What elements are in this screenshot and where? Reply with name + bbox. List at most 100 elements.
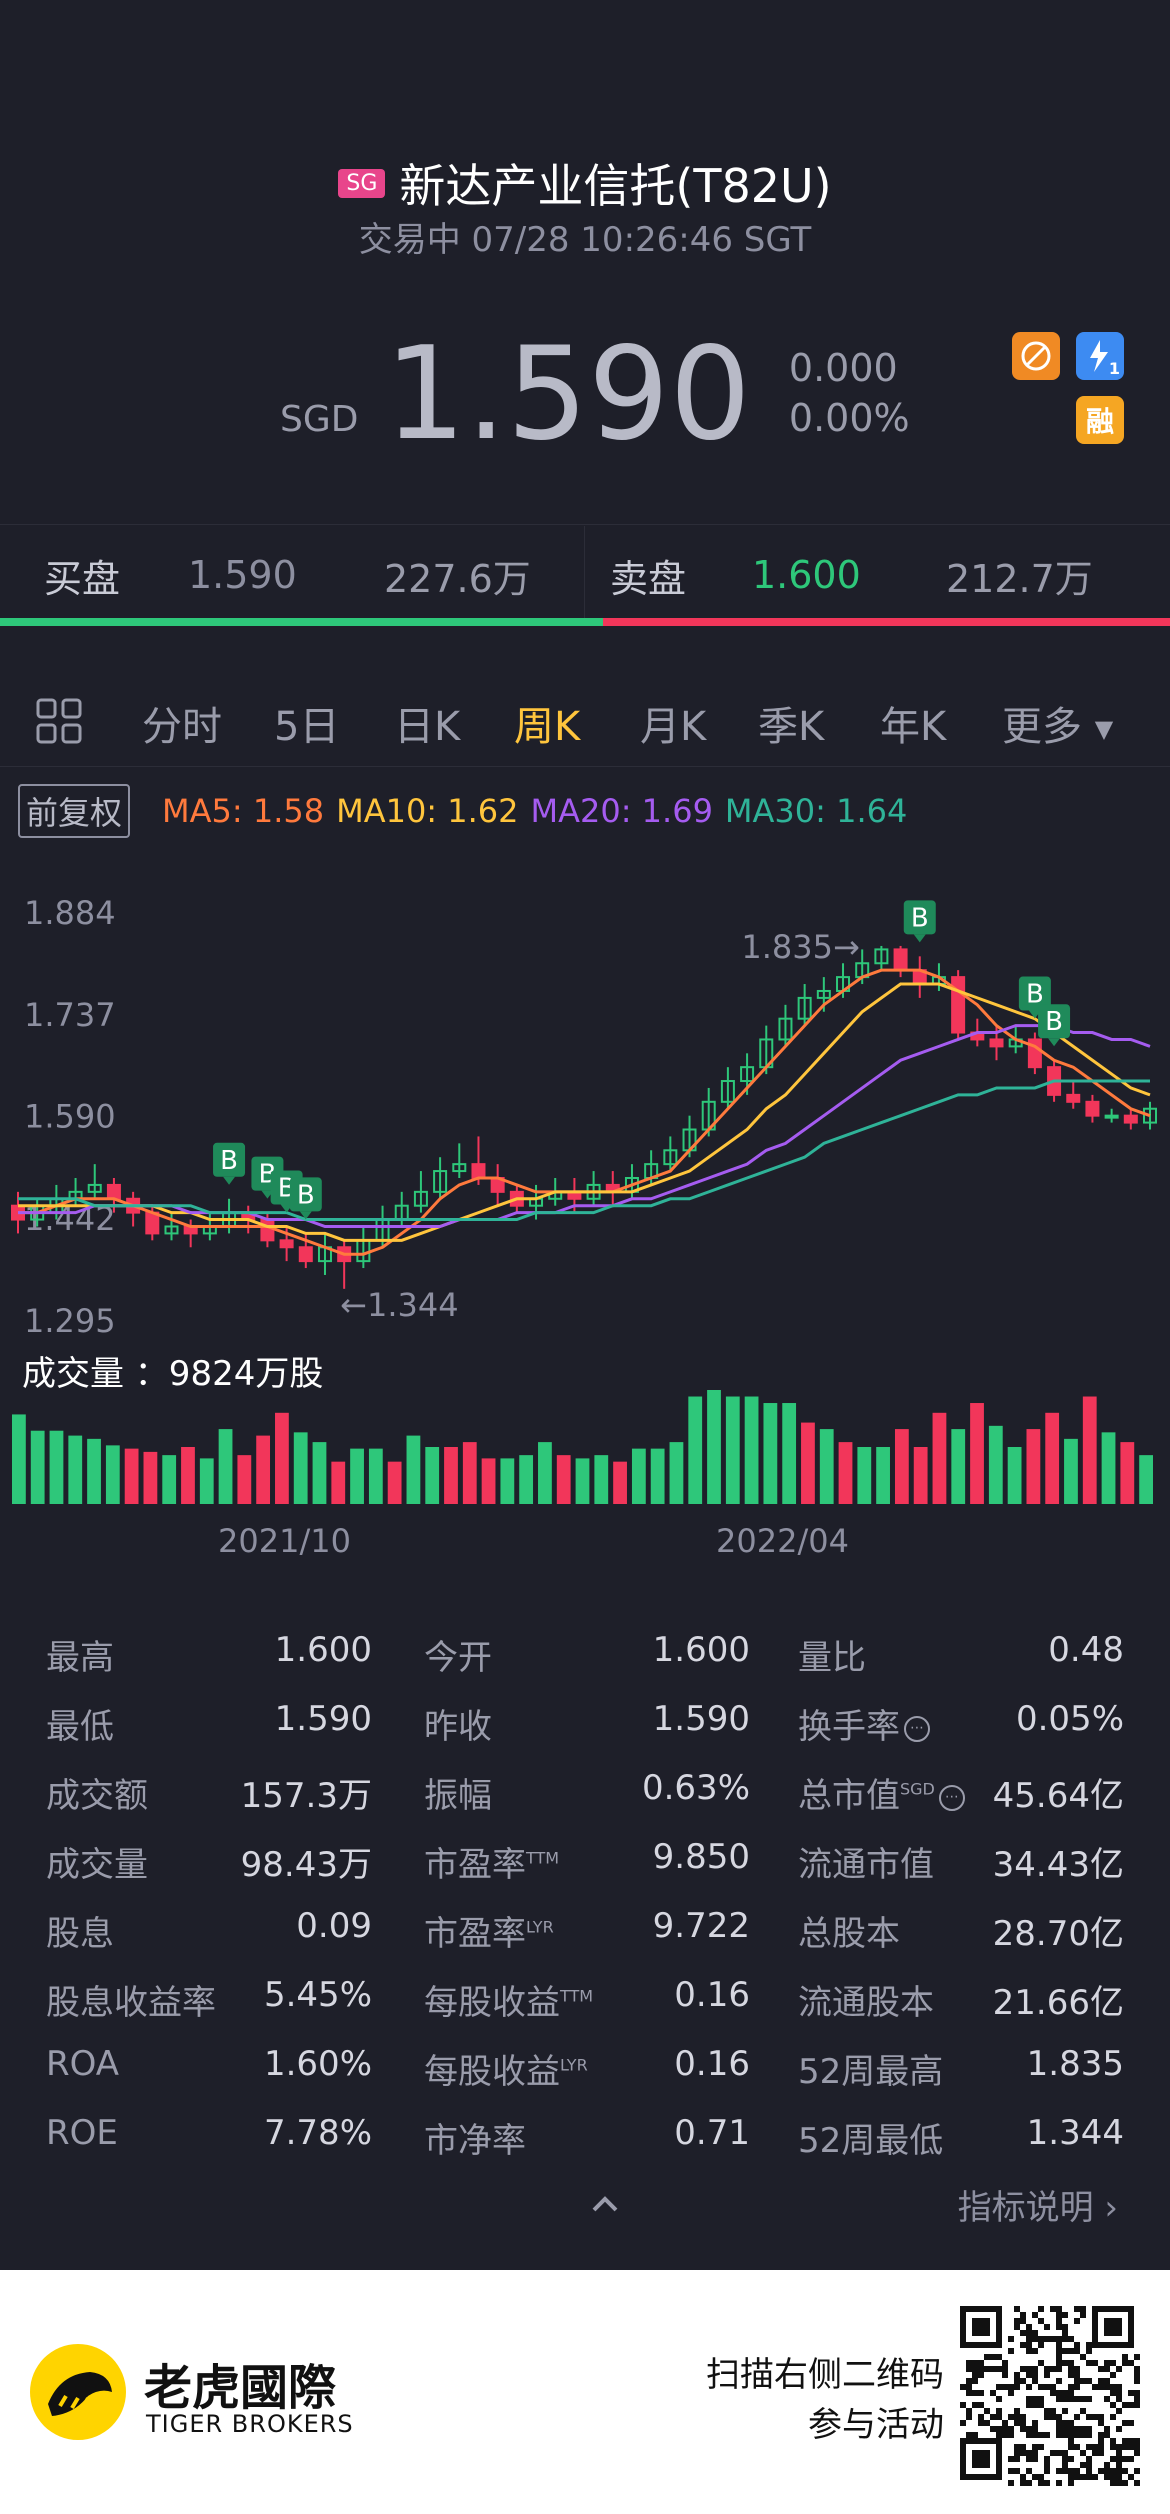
- qr-module: [1080, 2426, 1086, 2432]
- scan-prompt: 扫描右侧二维码 参与活动: [706, 2350, 944, 2450]
- stat-value: 28.70亿: [992, 1914, 1124, 1954]
- stat-key: ROA: [46, 2044, 120, 2084]
- qr-module: [1020, 2450, 1026, 2456]
- qr-module: [1026, 2426, 1032, 2432]
- tab-quarterly-k[interactable]: 季K: [758, 704, 825, 750]
- qr-module: [1032, 2330, 1038, 2336]
- qr-module: [1062, 2324, 1068, 2330]
- promo-footer: 老虎國際 TIGER BROKERS 扫描右侧二维码 参与活动: [0, 2270, 1170, 2514]
- volume-bar: [519, 1455, 534, 1504]
- volume-bar: [275, 1412, 289, 1504]
- price-adjust-button[interactable]: 前复权: [18, 784, 131, 838]
- last-price: 1.590: [384, 320, 751, 469]
- qr-module: [1020, 2480, 1026, 2486]
- qr-module: [1026, 2456, 1032, 2462]
- qr-finder: [1104, 2318, 1122, 2336]
- y-tick-label: 1.295: [24, 1302, 116, 1340]
- tab-more[interactable]: 更多 ▼: [1002, 694, 1113, 752]
- tab-daily-k[interactable]: 日K: [394, 704, 461, 750]
- qr-module: [984, 2420, 990, 2426]
- qr-module: [1080, 2312, 1086, 2318]
- qr-module: [1074, 2342, 1080, 2348]
- candle-body: [1085, 1100, 1100, 1117]
- qr-module: [966, 2360, 972, 2366]
- volume-bar: [237, 1455, 252, 1504]
- grid-menu-icon[interactable]: [36, 698, 82, 744]
- qr-module: [1038, 2360, 1044, 2366]
- qr-module: [1062, 2462, 1068, 2468]
- qr-module: [1056, 2390, 1062, 2396]
- volume-bar: [763, 1403, 778, 1504]
- qr-module: [1092, 2444, 1098, 2450]
- info-more-icon[interactable]: ⋯: [938, 1784, 965, 1811]
- qr-module: [1116, 2384, 1122, 2390]
- qr-module: [1110, 2474, 1116, 2480]
- qr-module: [1134, 2390, 1140, 2396]
- stat-value: 5.45%: [263, 1975, 372, 2015]
- indicator-explain-link[interactable]: 指标说明 ›: [958, 2180, 1118, 2229]
- qr-module: [1050, 2450, 1056, 2456]
- qr-module: [1074, 2366, 1080, 2372]
- candle-body: [989, 1038, 1004, 1048]
- volume-bar: [387, 1461, 402, 1504]
- bid-ask-panel: 买盘 1.590 227.6万 卖盘 1.600 212.7万: [0, 524, 1170, 624]
- collapse-chevron-icon[interactable]: [590, 2190, 620, 2220]
- volume-bar: [1120, 1442, 1135, 1504]
- candle-body: [1123, 1114, 1138, 1124]
- stat-key: 今开: [424, 1638, 492, 1678]
- stat-key: 总股本: [798, 1914, 900, 1954]
- qr-code[interactable]: [960, 2306, 1140, 2486]
- qr-module: [1062, 2360, 1068, 2366]
- market-badge: SG: [338, 168, 386, 198]
- candle-body: [663, 1149, 678, 1166]
- qr-module: [972, 2378, 978, 2384]
- qr-module: [960, 2402, 966, 2408]
- qr-module: [1020, 2330, 1026, 2336]
- lightning-level1-icon[interactable]: 1: [1076, 332, 1124, 380]
- volume-bar: [819, 1429, 834, 1504]
- qr-module: [1104, 2426, 1110, 2432]
- qr-module: [1086, 2432, 1092, 2438]
- qr-module: [1026, 2468, 1032, 2474]
- stat-key: 52周最高: [798, 2052, 944, 2092]
- qr-module: [1044, 2336, 1050, 2342]
- ma30-label: MA30: 1.64: [724, 792, 908, 830]
- qr-module: [966, 2378, 972, 2384]
- qr-module: [1050, 2306, 1056, 2312]
- tab-yearly-k[interactable]: 年K: [880, 704, 947, 750]
- qr-module: [1020, 2414, 1026, 2420]
- candle-body: [164, 1225, 179, 1235]
- margin-badge[interactable]: 融: [1076, 396, 1124, 444]
- bid-price: 1.590: [188, 553, 297, 597]
- qr-module: [1026, 2324, 1032, 2330]
- volume-bar: [744, 1396, 759, 1504]
- volume-bar: [688, 1396, 703, 1504]
- stat-value: 1.344: [1026, 2113, 1124, 2153]
- high-annotation: 1.835→: [741, 928, 859, 966]
- qr-module: [1098, 2414, 1104, 2420]
- qr-module: [1134, 2402, 1140, 2408]
- volume-bar: [1007, 1447, 1022, 1504]
- volume-bar: [876, 1447, 890, 1504]
- stat-key: 最低: [46, 1707, 114, 1747]
- qr-module: [1074, 2396, 1080, 2402]
- qr-module: [990, 2426, 996, 2432]
- qr-module: [1086, 2426, 1092, 2432]
- qr-module: [1038, 2306, 1044, 2312]
- qr-module: [1068, 2444, 1074, 2450]
- qr-module: [1122, 2480, 1128, 2486]
- volume-label: 成交量 ：9824万股: [22, 1354, 324, 1394]
- qr-module: [972, 2372, 978, 2378]
- tab-monthly-k[interactable]: 月K: [640, 704, 707, 750]
- qr-module: [1068, 2426, 1074, 2432]
- tab-intraday[interactable]: 分时: [142, 704, 222, 750]
- no-short-icon[interactable]: [1012, 332, 1060, 380]
- tab-weekly-k[interactable]: 周K: [514, 704, 581, 750]
- qr-module: [1086, 2360, 1092, 2366]
- qr-module: [1074, 2318, 1080, 2324]
- info-more-icon[interactable]: ⋯: [904, 1715, 930, 1742]
- tab-5day[interactable]: 5日: [274, 704, 340, 750]
- ma10-label: MA10: 1.62: [336, 792, 519, 830]
- qr-module: [1032, 2378, 1038, 2384]
